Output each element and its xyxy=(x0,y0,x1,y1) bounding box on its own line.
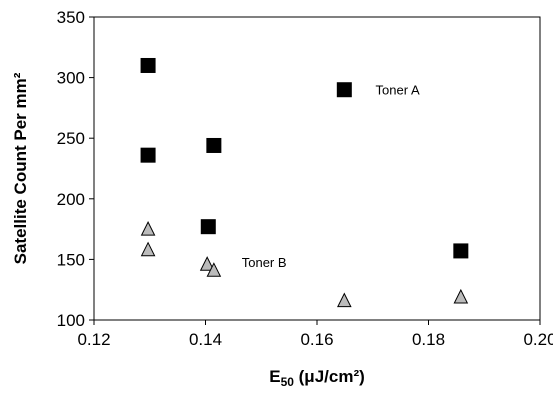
data-point-square xyxy=(206,137,222,153)
x-tick-label: 0.16 xyxy=(300,330,333,349)
y-tick-label: 150 xyxy=(57,250,85,269)
x-tick-label: 0.20 xyxy=(523,330,553,349)
data-point-triangle xyxy=(337,292,352,308)
x-axis-title-subscript: 50 xyxy=(281,375,295,389)
x-tick-label: 0.12 xyxy=(77,330,110,349)
x-axis: 0.12 0.14 0.16 0.18 0.20 xyxy=(77,320,553,349)
data-point-triangle xyxy=(140,220,156,236)
data-point-triangle xyxy=(199,256,215,271)
x-tick-label: 0.18 xyxy=(412,330,445,349)
data-point-triangle xyxy=(206,262,222,277)
data-point-square xyxy=(336,82,352,98)
data-point-triangle xyxy=(453,288,469,304)
plot-frame xyxy=(93,16,541,321)
data-point-triangle xyxy=(140,241,156,257)
data-point-square xyxy=(140,57,156,73)
annotation-label: Toner A xyxy=(376,83,420,98)
series-2 xyxy=(140,220,469,308)
y-tick-label: 250 xyxy=(57,129,85,148)
plot-area xyxy=(93,16,541,321)
x-axis-title: E50 (μJ/cm²) xyxy=(269,367,365,389)
y-axis: 100 150 200 250 300 350 xyxy=(57,8,94,330)
data-point-square xyxy=(140,147,156,163)
data-point-square xyxy=(200,219,216,235)
y-tick-label: 350 xyxy=(57,8,85,27)
x-axis-title-units: (μJ/cm²) xyxy=(294,367,365,386)
series-1 xyxy=(140,57,469,259)
data-point-square xyxy=(453,243,469,259)
series-layer xyxy=(140,57,469,308)
annotation-layer: Toner A Toner B xyxy=(242,83,420,270)
y-axis-title: Satellite Count Per mm² xyxy=(11,72,30,264)
annotation-label: Toner B xyxy=(242,255,287,270)
y-tick-label: 200 xyxy=(57,190,85,209)
y-tick-label: 100 xyxy=(57,311,85,330)
x-tick-label: 0.14 xyxy=(189,330,222,349)
y-tick-label: 300 xyxy=(57,69,85,88)
x-axis-title-main: E xyxy=(269,367,280,386)
